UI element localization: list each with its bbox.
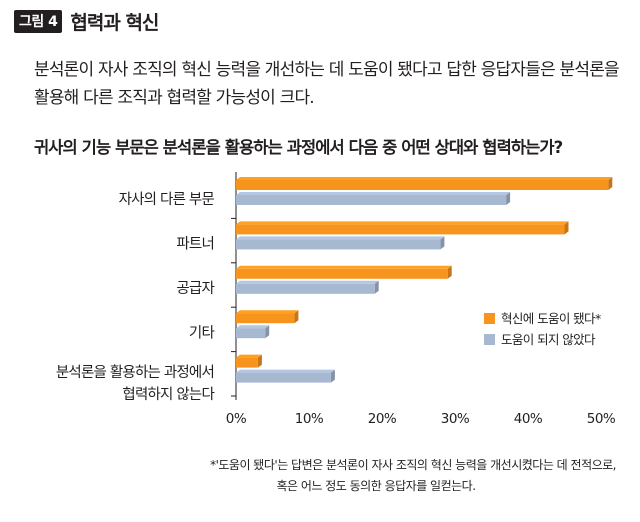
bar-not-helped xyxy=(236,283,375,294)
legend-label: 도움이 되지 않았다 xyxy=(501,332,596,347)
figure-badge: 그림 4 xyxy=(14,10,63,33)
x-tick-label: 50% xyxy=(587,411,616,427)
bar-end-cap xyxy=(374,280,379,294)
survey-question: 귀사의 기능 부문은 분석론을 활용하는 과정에서 다음 중 어떤 상대와 협력… xyxy=(34,138,563,157)
bar-top-face xyxy=(236,325,270,329)
bar-top-face xyxy=(236,236,445,240)
x-tick-label: 0% xyxy=(226,411,247,427)
bar-end-cap xyxy=(440,236,445,250)
bar-end-cap xyxy=(330,369,335,383)
bar-top-face xyxy=(236,369,335,373)
bar-end-cap xyxy=(608,177,613,190)
bar-end-cap xyxy=(294,310,299,324)
footnote-line-2: 혹은 어느 정도 동의한 응답자를 일컫는다. xyxy=(276,479,476,493)
bar-end-cap xyxy=(564,221,569,235)
category-label: 파트너 xyxy=(176,236,214,253)
bar-helped xyxy=(236,180,609,190)
bar-not-helped xyxy=(236,239,441,250)
figure-title: 협력과 혁신 xyxy=(70,12,159,34)
x-tick-label: 30% xyxy=(441,411,470,427)
bar-helped xyxy=(236,224,565,235)
x-tick-label: 10% xyxy=(295,411,324,427)
bar-end-cap xyxy=(265,325,270,339)
bar-top-face xyxy=(236,192,511,195)
bar-end-cap xyxy=(506,192,511,205)
footnote-line-1: *'도움이 됐다'는 답변은 분석론이 자사 조직의 혁신 능력을 개선시켰다는… xyxy=(210,458,616,472)
x-tick-label: 40% xyxy=(514,411,543,427)
bar-helped xyxy=(236,268,448,279)
bar-top-face xyxy=(236,354,262,358)
bar-helped xyxy=(236,313,295,324)
footnote: *'도움이 됐다'는 답변은 분석론이 자사 조직의 혁신 능력을 개선시켰다는… xyxy=(56,455,616,497)
figure-header: 그림 4 협력과 혁신 xyxy=(14,8,159,35)
bar-end-cap xyxy=(257,354,262,368)
bar-helped xyxy=(236,357,258,368)
legend-swatch xyxy=(484,313,495,324)
bar-top-face xyxy=(236,221,569,225)
category-label: 분석론을 활용하는 과정에서 협력하지 않는다 xyxy=(56,364,215,403)
legend-swatch xyxy=(484,334,495,345)
x-tick-label: 20% xyxy=(368,411,397,427)
bar-top-face xyxy=(236,280,379,284)
figure-summary: 분석론이 자사 조직의 혁신 능력을 개선하는 데 도움이 됐다고 답한 응답자… xyxy=(34,60,620,108)
category-label: 자사의 다른 부문 xyxy=(119,191,215,208)
bar-not-helped xyxy=(236,328,266,339)
bar-not-helped xyxy=(236,195,507,205)
bar-top-face xyxy=(236,310,299,314)
bar-top-face xyxy=(236,177,613,180)
category-label: 공급자 xyxy=(176,280,214,297)
category-label: 기타 xyxy=(189,324,215,341)
bar-top-face xyxy=(236,265,452,269)
legend-label: 혁신에 도움이 됐다* xyxy=(501,311,601,326)
bar-not-helped xyxy=(236,372,331,383)
bar-end-cap xyxy=(447,265,452,279)
